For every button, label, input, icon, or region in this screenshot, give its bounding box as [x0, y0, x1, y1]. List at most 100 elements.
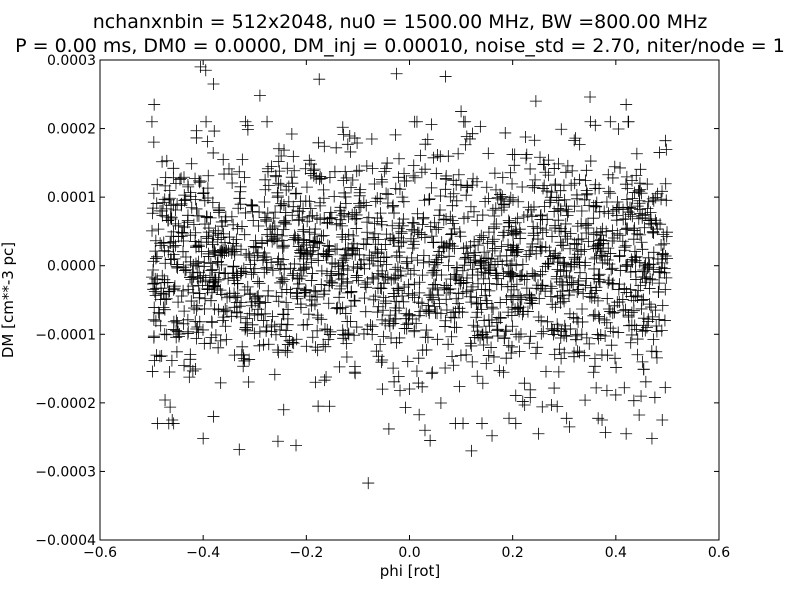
scatter-point	[375, 173, 388, 186]
scatter-point	[182, 180, 195, 193]
scatter-point	[612, 326, 625, 339]
scatter-point	[412, 352, 425, 365]
scatter-point	[488, 167, 501, 180]
scatter-point	[277, 403, 290, 416]
scatter-point	[150, 349, 163, 362]
scatter-point	[168, 282, 181, 295]
scatter-point	[455, 105, 468, 118]
scatter-point	[489, 202, 502, 215]
scatter-point	[552, 252, 565, 265]
scatter-point	[312, 400, 325, 413]
scatter-point	[430, 223, 443, 236]
scatter-point	[607, 277, 620, 290]
scatter-point	[636, 211, 649, 224]
scatter-point	[542, 258, 555, 271]
scatter-point	[326, 277, 339, 290]
scatter-point	[272, 142, 285, 155]
scatter-point	[612, 123, 625, 136]
scatter-point	[271, 343, 284, 356]
scatter-point	[400, 257, 413, 270]
scatter-point	[658, 237, 671, 250]
scatter-point	[609, 352, 622, 365]
scatter-point	[260, 213, 273, 226]
scatter-point	[465, 284, 478, 297]
scatter-point	[647, 227, 660, 240]
scatter-point	[347, 229, 360, 242]
scatter-point	[163, 193, 176, 206]
scatter-point	[298, 286, 311, 299]
scatter-point	[392, 240, 405, 253]
scatter-point	[596, 245, 609, 258]
scatter-point	[374, 192, 387, 205]
scatter-point	[262, 338, 275, 351]
scatter-point	[242, 376, 255, 389]
scatter-point	[343, 130, 356, 143]
scatter-point	[599, 426, 612, 439]
scatter-point	[346, 173, 359, 186]
scatter-point	[350, 269, 363, 282]
scatter-point	[147, 202, 160, 215]
scatter-point	[205, 315, 218, 328]
scatter-point	[584, 115, 597, 128]
scatter-point	[239, 323, 252, 336]
scatter-point	[571, 192, 584, 205]
scatter-point	[249, 234, 262, 247]
scatter-point	[520, 152, 533, 165]
scatter-point	[359, 305, 372, 318]
scatter-point	[619, 212, 632, 225]
scatter-point	[251, 249, 264, 262]
scatter-point	[600, 196, 613, 209]
scatter-point	[146, 365, 159, 378]
scatter-point	[584, 91, 597, 104]
scatter-point	[474, 255, 487, 268]
scatter-point	[435, 251, 448, 264]
scatter-point	[258, 211, 271, 224]
scatter-point	[407, 217, 420, 230]
scatter-point	[465, 444, 478, 457]
scatter-point	[660, 143, 673, 156]
scatter-point	[511, 212, 524, 225]
scatter-point	[268, 220, 281, 233]
scatter-point	[425, 230, 438, 243]
scatter-point	[506, 320, 519, 333]
scatter-point	[505, 347, 518, 360]
scatter-point	[633, 185, 646, 198]
scatter-point	[282, 303, 295, 316]
scatter-point	[192, 239, 205, 252]
scatter-point	[534, 151, 547, 164]
scatter-point	[252, 289, 265, 302]
scatter-point	[637, 293, 650, 306]
scatter-point	[611, 196, 624, 209]
scatter-point	[219, 210, 232, 223]
scatter-point	[509, 389, 522, 402]
scatter-point	[205, 331, 218, 344]
scatter-point	[351, 136, 364, 149]
scatter-point	[276, 241, 289, 254]
scatter-point	[660, 230, 673, 243]
scatter-point	[478, 314, 491, 327]
scatter-point	[502, 265, 515, 278]
scatter-point	[357, 196, 370, 209]
scatter-point	[207, 245, 220, 258]
scatter-point	[155, 204, 168, 217]
scatter-point	[366, 328, 379, 341]
scatter-point	[496, 190, 509, 203]
scatter-point	[420, 305, 433, 318]
scatter-point	[395, 227, 408, 240]
scatter-point	[170, 345, 183, 358]
scatter-point	[656, 185, 669, 198]
scatter-point	[336, 301, 349, 314]
scatter-point	[193, 315, 206, 328]
scatter-point	[289, 231, 302, 244]
scatter-point	[209, 224, 222, 237]
scatter-point	[528, 134, 541, 147]
scatter-point	[652, 285, 665, 298]
scatter-point	[601, 292, 614, 305]
scatter-point	[469, 246, 482, 259]
scatter-point	[452, 297, 465, 310]
scatter-point	[259, 307, 272, 320]
scatter-point	[321, 217, 334, 230]
scatter-point	[520, 148, 533, 161]
scatter-point	[627, 394, 640, 407]
scatter-point	[387, 362, 400, 375]
